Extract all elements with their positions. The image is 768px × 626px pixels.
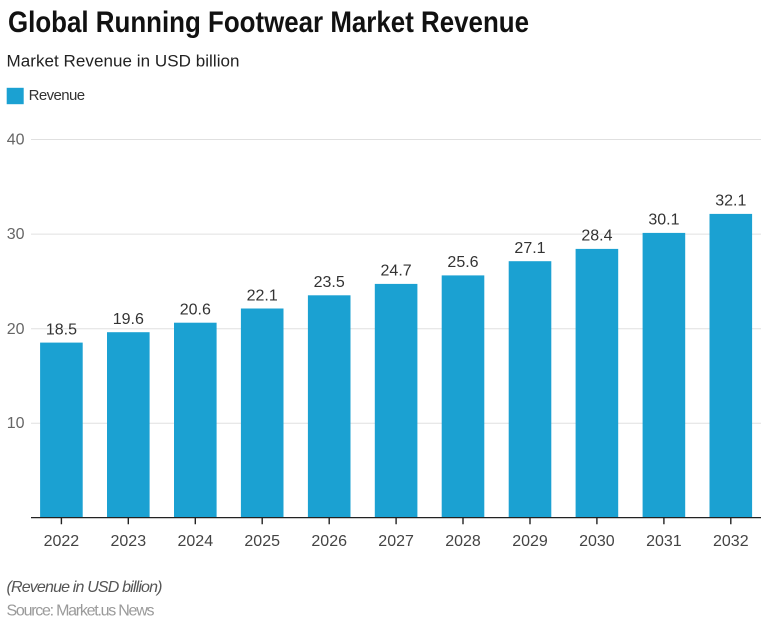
svg-text:28.4: 28.4 bbox=[581, 228, 612, 245]
svg-text:20: 20 bbox=[7, 321, 25, 338]
svg-text:18.5: 18.5 bbox=[46, 321, 77, 338]
svg-text:Source: Market.us News: Source: Market.us News bbox=[7, 603, 155, 620]
svg-text:Global Running Footwear Market: Global Running Footwear Market Revenue bbox=[8, 6, 529, 39]
svg-text:2031: 2031 bbox=[646, 533, 682, 550]
svg-text:2029: 2029 bbox=[512, 533, 548, 550]
svg-text:2032: 2032 bbox=[713, 533, 749, 550]
svg-text:27.1: 27.1 bbox=[514, 240, 545, 257]
svg-text:20.6: 20.6 bbox=[180, 302, 211, 319]
svg-text:30.1: 30.1 bbox=[648, 212, 679, 229]
svg-text:22.1: 22.1 bbox=[247, 287, 278, 304]
svg-text:2030: 2030 bbox=[579, 533, 615, 550]
svg-text:2027: 2027 bbox=[378, 533, 414, 550]
svg-text:(Revenue in USD billion): (Revenue in USD billion) bbox=[7, 579, 163, 596]
svg-text:2026: 2026 bbox=[311, 533, 347, 550]
svg-text:2022: 2022 bbox=[44, 533, 80, 550]
svg-text:Market Revenue in USD billion: Market Revenue in USD billion bbox=[7, 52, 240, 71]
svg-text:Revenue: Revenue bbox=[29, 87, 86, 104]
svg-text:40: 40 bbox=[7, 132, 25, 149]
svg-text:2025: 2025 bbox=[244, 533, 280, 550]
svg-text:2024: 2024 bbox=[178, 533, 214, 550]
svg-text:24.7: 24.7 bbox=[381, 263, 412, 280]
svg-text:25.6: 25.6 bbox=[447, 254, 478, 271]
svg-text:2023: 2023 bbox=[111, 533, 147, 550]
svg-text:19.6: 19.6 bbox=[113, 311, 144, 328]
svg-text:10: 10 bbox=[7, 415, 25, 432]
svg-text:2028: 2028 bbox=[445, 533, 481, 550]
svg-text:30: 30 bbox=[7, 226, 25, 243]
svg-text:23.5: 23.5 bbox=[314, 274, 345, 291]
svg-text:32.1: 32.1 bbox=[715, 193, 746, 210]
